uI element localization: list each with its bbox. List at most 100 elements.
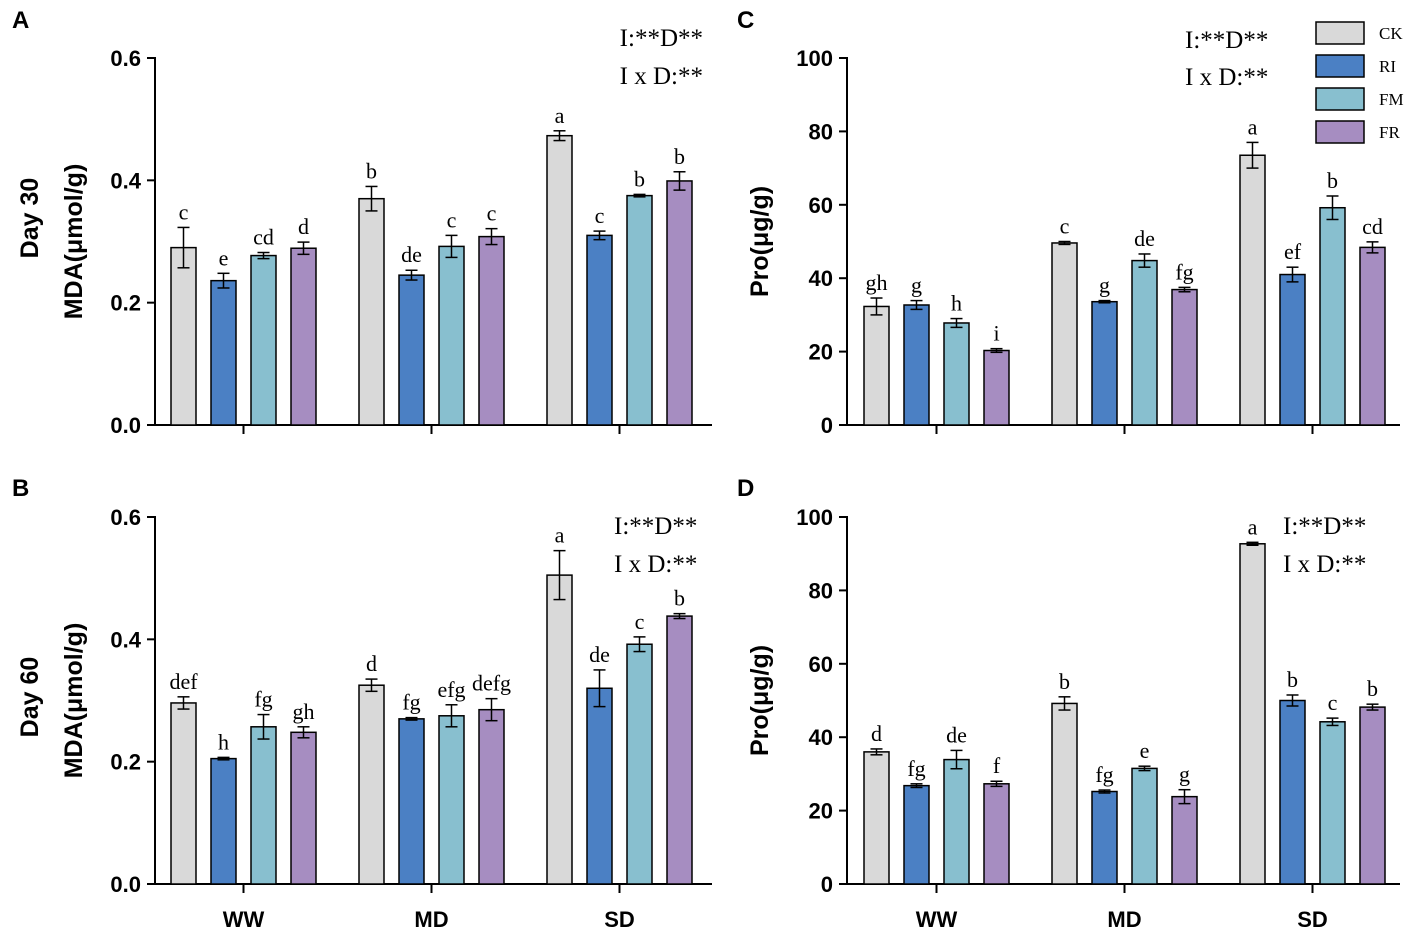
bar-ri (398, 274, 425, 426)
y-tick-label: 60 (809, 193, 833, 218)
significance-letter: defg (472, 671, 511, 696)
bar-fm (1319, 206, 1346, 426)
y-tick-label: 0.4 (110, 627, 141, 652)
bar-ri (1279, 273, 1306, 426)
significance-letter: de (946, 722, 967, 747)
bar-ri (210, 279, 237, 426)
bar-fr (983, 783, 1010, 885)
significance-letter: de (589, 642, 610, 667)
x-category-label: SD (1297, 907, 1328, 932)
significance-letter: fg (254, 687, 272, 712)
significance-letter: ef (1284, 239, 1302, 264)
legend-label: FM (1379, 90, 1404, 109)
bar-fr (1359, 246, 1386, 426)
stat-annotation: I:**D** (1283, 513, 1366, 540)
stat-annotation: I x D:** (1283, 551, 1366, 578)
y-tick-label: 0 (821, 413, 833, 438)
bar-fr (1171, 795, 1198, 885)
significance-letter: h (951, 291, 962, 316)
significance-letter: b (1367, 676, 1378, 701)
legend-swatch-fm (1315, 87, 1365, 111)
bar-fr (478, 235, 505, 426)
bar-ck (170, 702, 197, 885)
bar-ri (903, 784, 930, 885)
panel-letter: B (12, 475, 29, 502)
x-category-label: SD (604, 907, 635, 932)
significance-letter: g (911, 273, 922, 298)
significance-letter: h (218, 729, 229, 754)
stat-annotation: I:**D** (620, 25, 703, 52)
bar-fr (1171, 288, 1198, 426)
significance-letter: b (674, 144, 685, 169)
bar-fr (666, 180, 693, 426)
bar-ck (546, 134, 573, 426)
panel-letter: C (737, 7, 754, 34)
y-tick-label: 100 (796, 46, 833, 71)
bar-fr (290, 731, 317, 885)
x-category-label: WW (223, 907, 265, 932)
stat-annotation: I:**D** (614, 513, 697, 540)
bar-ck (358, 197, 385, 426)
row-label-top: Day 30 (16, 178, 44, 259)
bar-ck (863, 751, 890, 885)
significance-letter: d (871, 721, 882, 746)
bar-fm (438, 245, 465, 426)
legend-label: FR (1379, 123, 1400, 142)
significance-letter: gh (866, 270, 888, 295)
significance-letter: c (487, 201, 497, 226)
significance-letter: c (447, 207, 457, 232)
significance-letter: a (1248, 114, 1258, 139)
legend-label: CK (1379, 24, 1403, 43)
significance-letter: b (674, 586, 685, 611)
y-axis-label: MDA(μmol/g) (60, 623, 88, 779)
y-tick-label: 0.4 (110, 168, 141, 193)
bar-fm (1131, 767, 1158, 885)
bar-fm (943, 322, 970, 426)
bar-ck (546, 574, 573, 885)
bar-ri (586, 687, 613, 885)
bar-fr (1359, 706, 1386, 885)
y-axis-label: Pro(μg/g) (746, 645, 774, 756)
bar-fm (250, 254, 277, 426)
bar-ri (210, 757, 237, 885)
bar-fm (943, 758, 970, 885)
bar-ri (1279, 699, 1306, 885)
significance-letter: a (555, 103, 565, 128)
bar-fr (290, 247, 317, 426)
y-tick-label: 40 (809, 725, 833, 750)
significance-letter: fg (907, 756, 925, 781)
bar-fm (1131, 259, 1158, 426)
stat-annotation: I:**D** (1185, 27, 1268, 54)
y-tick-label: 20 (809, 799, 833, 824)
bar-ck (1239, 543, 1266, 885)
significance-letter: c (595, 203, 605, 228)
bar-ri (903, 304, 930, 426)
significance-letter: de (1134, 226, 1155, 251)
significance-letter: f (993, 753, 1001, 778)
significance-letter: fg (402, 690, 420, 715)
bar-ck (358, 684, 385, 885)
y-tick-label: 20 (809, 340, 833, 365)
bar-fr (983, 349, 1010, 426)
significance-letter: c (179, 199, 189, 224)
bar-ck (170, 246, 197, 426)
bar-fm (626, 194, 653, 426)
legend-swatch-fr (1315, 120, 1365, 144)
bar-fm (250, 726, 277, 885)
legend-swatch-ck (1315, 21, 1365, 45)
bar-ck (1051, 242, 1078, 426)
y-tick-label: 40 (809, 266, 833, 291)
x-category-label: MD (414, 907, 448, 932)
significance-letter: d (366, 651, 377, 676)
bar-ri (1091, 790, 1118, 885)
legend-swatch-ri (1315, 54, 1365, 78)
y-tick-label: 100 (796, 505, 833, 530)
y-tick-label: 0.2 (110, 291, 141, 316)
significance-letter: g (1099, 273, 1110, 298)
x-category-label: WW (916, 907, 958, 932)
significance-letter: fg (1095, 762, 1113, 787)
